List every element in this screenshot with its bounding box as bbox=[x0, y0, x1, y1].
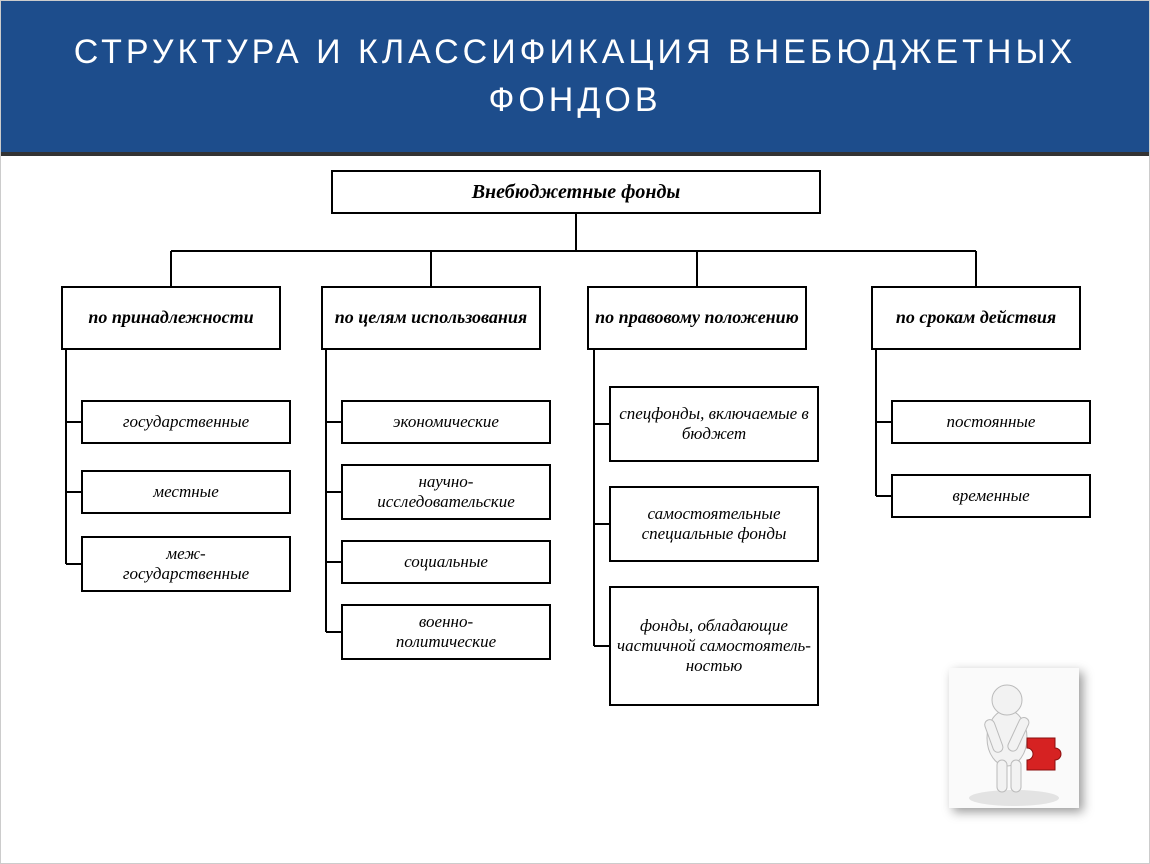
category-node: по принадлежности bbox=[61, 286, 281, 350]
category-node: по срокам действия bbox=[871, 286, 1081, 350]
category-node: по правовому положению bbox=[587, 286, 807, 350]
leaf-node: меж-государственные bbox=[81, 536, 291, 592]
root-node: Внебюджетные фонды bbox=[331, 170, 821, 214]
leaf-node: государственные bbox=[81, 400, 291, 444]
leaf-node: самостоятельные специальные фонды bbox=[609, 486, 819, 562]
slide-title: СТРУКТУРА И КЛАССИФИКАЦИЯ ВНЕБЮДЖЕТНЫХ Ф… bbox=[1, 1, 1149, 156]
leaf-node: социальные bbox=[341, 540, 551, 584]
slide: СТРУКТУРА И КЛАССИФИКАЦИЯ ВНЕБЮДЖЕТНЫХ Ф… bbox=[0, 0, 1150, 864]
leaf-node: фонды, обладающие частичной самостоятель… bbox=[609, 586, 819, 706]
leaf-node: местные bbox=[81, 470, 291, 514]
leaf-node: военно-политические bbox=[341, 604, 551, 660]
decorative-figure bbox=[949, 668, 1079, 808]
diagram: Внебюджетные фонды по принадлежности по це… bbox=[1, 156, 1149, 838]
leaf-node: временные bbox=[891, 474, 1091, 518]
leaf-node: спецфонды, включаемые в бюджет bbox=[609, 386, 819, 462]
category-node: по целям использования bbox=[321, 286, 541, 350]
leaf-node: научно-исследовательские bbox=[341, 464, 551, 520]
leaf-node: экономические bbox=[341, 400, 551, 444]
leaf-node: постоянные bbox=[891, 400, 1091, 444]
